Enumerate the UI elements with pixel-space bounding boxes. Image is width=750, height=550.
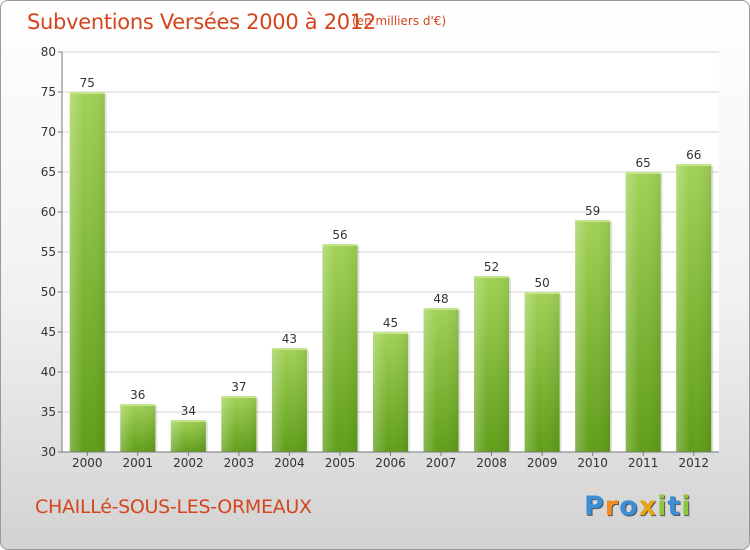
data-label: 37 [231, 380, 246, 394]
y-tick-label: 35 [41, 405, 56, 419]
bar-top-highlight [524, 292, 560, 294]
x-tick-label: 2002 [173, 456, 204, 470]
x-tick-label: 2000 [72, 456, 103, 470]
x-tick-label: 2009 [527, 456, 558, 470]
bar-top-highlight [120, 404, 156, 406]
logo-letter: x [638, 491, 658, 522]
logo-letter: r [604, 491, 620, 522]
x-tick-label: 2006 [375, 456, 406, 470]
y-tick-label: 65 [41, 165, 56, 179]
bar-shine [524, 292, 560, 452]
data-label: 52 [484, 260, 499, 274]
data-label: 75 [80, 76, 95, 90]
x-tick-label: 2005 [325, 456, 356, 470]
y-tick-label: 50 [41, 285, 56, 299]
y-tick-label: 80 [41, 45, 56, 59]
x-tick-label: 2012 [678, 456, 709, 470]
x-tick-label: 2010 [577, 456, 608, 470]
bar-shine [625, 172, 661, 452]
bar-top-highlight [373, 332, 408, 334]
proxiti-logo: Proxiti [584, 491, 692, 522]
bar-shine [474, 276, 510, 452]
y-tick-label: 45 [41, 325, 56, 339]
y-tick-label: 70 [41, 125, 56, 139]
x-tick-label: 2001 [123, 456, 154, 470]
logo-letter: o [619, 491, 639, 522]
logo-letter: i [657, 491, 668, 522]
bar-top-highlight [423, 308, 459, 310]
data-label: 56 [332, 228, 347, 242]
x-tick-label: 2004 [274, 456, 305, 470]
logo-letter: i [681, 491, 692, 522]
data-label: 36 [130, 388, 145, 402]
x-tick-label: 2007 [426, 456, 457, 470]
y-tick-label: 40 [41, 365, 56, 379]
x-tick-label: 2008 [476, 456, 507, 470]
bar-shine [322, 244, 358, 452]
bar-top-highlight [322, 244, 358, 246]
data-label: 48 [433, 292, 448, 306]
y-tick-label: 60 [41, 205, 56, 219]
y-tick-label: 55 [41, 245, 56, 259]
chart-title: Subventions Versées 2000 à 2012 [27, 10, 376, 34]
data-label: 65 [636, 156, 651, 170]
data-label: 34 [181, 404, 196, 418]
bar-top-highlight [221, 396, 257, 398]
bar-shine [69, 92, 105, 452]
data-label: 50 [534, 276, 549, 290]
bar-shine [170, 420, 206, 452]
data-label: 59 [585, 204, 600, 218]
logo-letter: t [667, 491, 682, 522]
bar-top-highlight [170, 420, 206, 422]
bar-shine [423, 308, 459, 452]
data-label: 43 [282, 332, 297, 346]
bar-top-highlight [575, 220, 611, 222]
bar-top-highlight [625, 172, 661, 174]
bar-shine [120, 404, 156, 452]
bar-shine [676, 164, 712, 452]
bar-top-highlight [474, 276, 510, 278]
logo-letter: P [584, 491, 605, 522]
bar-shine [373, 332, 408, 452]
bar-shine [271, 348, 307, 452]
y-tick-label: 75 [41, 85, 56, 99]
data-label: 45 [383, 316, 398, 330]
commune-name: CHAILLé-SOUS-LES-ORMEAUX [35, 496, 312, 518]
bar-top-highlight [676, 164, 712, 166]
bar-top-highlight [271, 348, 307, 350]
y-tick-label: 30 [41, 445, 56, 459]
bar-top-highlight [69, 92, 105, 94]
x-tick-label: 2011 [628, 456, 659, 470]
bar-shine [221, 396, 257, 452]
chart-subtitle: (en milliers d'€) [352, 14, 447, 28]
bar-shine [575, 220, 611, 452]
x-tick-label: 2003 [224, 456, 255, 470]
data-label: 66 [686, 148, 701, 162]
